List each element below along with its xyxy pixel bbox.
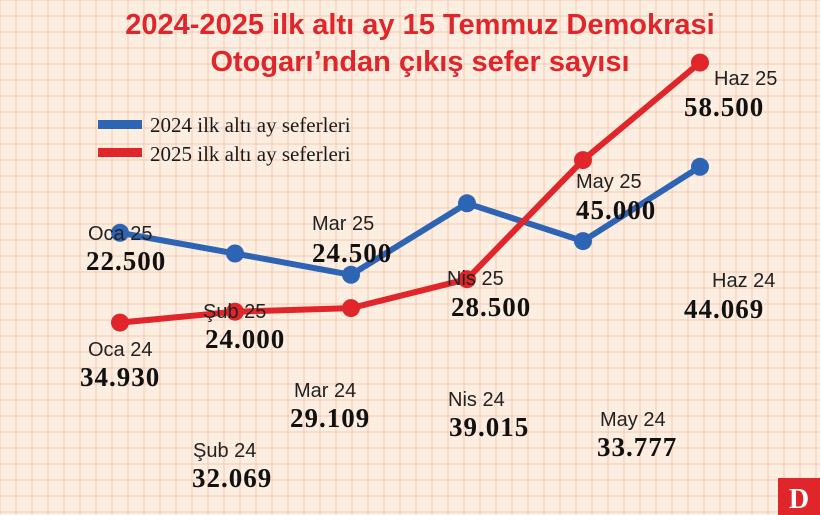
data-point-2024: [226, 244, 244, 263]
month-label: Oca 25: [88, 223, 152, 245]
month-label: Nis 24: [448, 389, 505, 411]
data-point-2024: [342, 265, 360, 284]
data-point-2025: [342, 299, 360, 318]
data-point-2024: [111, 223, 129, 242]
series-line-2024: [117, 163, 703, 278]
month-label: Haz 24: [712, 270, 775, 292]
data-label: 58.500: [684, 92, 764, 122]
data-label: 34.930: [80, 362, 160, 392]
month-label: Şub 25: [203, 301, 266, 323]
month-label: Mar 24: [294, 380, 356, 402]
month-label: May 24: [600, 409, 666, 431]
month-label: Haz 25: [714, 68, 777, 90]
data-point-2025: [111, 313, 129, 332]
month-label: Nis 25: [447, 268, 504, 290]
data-label: 22.500: [86, 246, 166, 276]
legend-swatch-2024: [98, 120, 142, 129]
data-label: 32.069: [192, 463, 272, 493]
legend-label-2025: 2025 ilk altı ay seferleri: [150, 142, 351, 166]
data-point-2024: [574, 232, 592, 251]
month-label: Oca 24: [88, 339, 152, 361]
data-label: 29.109: [290, 403, 370, 433]
month-label: May 25: [576, 171, 642, 193]
data-label: 33.777: [597, 432, 677, 462]
data-point-2024: [691, 157, 709, 176]
chart-subtitle: Otogarı’ndan çıkış sefer sayısı: [210, 46, 629, 78]
series-line-2025: [117, 59, 703, 326]
data-label: 24.000: [205, 324, 285, 354]
data-label: 39.015: [449, 412, 529, 442]
data-point-2025: [458, 270, 476, 289]
logo-letter: D: [789, 484, 809, 515]
data-label: 45.000: [576, 195, 656, 225]
month-label: Şub 24: [193, 440, 256, 462]
data-point-2024: [458, 194, 476, 213]
data-label: 28.500: [451, 292, 531, 322]
legend-label-2024: 2024 ilk altı ay seferleri: [150, 113, 351, 137]
data-label: 24.500: [312, 238, 392, 268]
data-label: 44.069: [684, 294, 764, 324]
data-point-2025: [226, 302, 244, 321]
logo-badge: [778, 478, 820, 515]
month-label: Mar 25: [312, 213, 374, 235]
legend: 2024 ilk altı ay seferleri 2025 ilk altı…: [98, 113, 351, 166]
chart-title: 2024-2025 ilk altı ay 15 Temmuz Demokras…: [125, 9, 714, 41]
data-point-2025: [691, 53, 709, 72]
brand-logo: D: [778, 478, 820, 515]
data-point-2025: [574, 151, 592, 170]
legend-swatch-2025: [98, 148, 142, 157]
